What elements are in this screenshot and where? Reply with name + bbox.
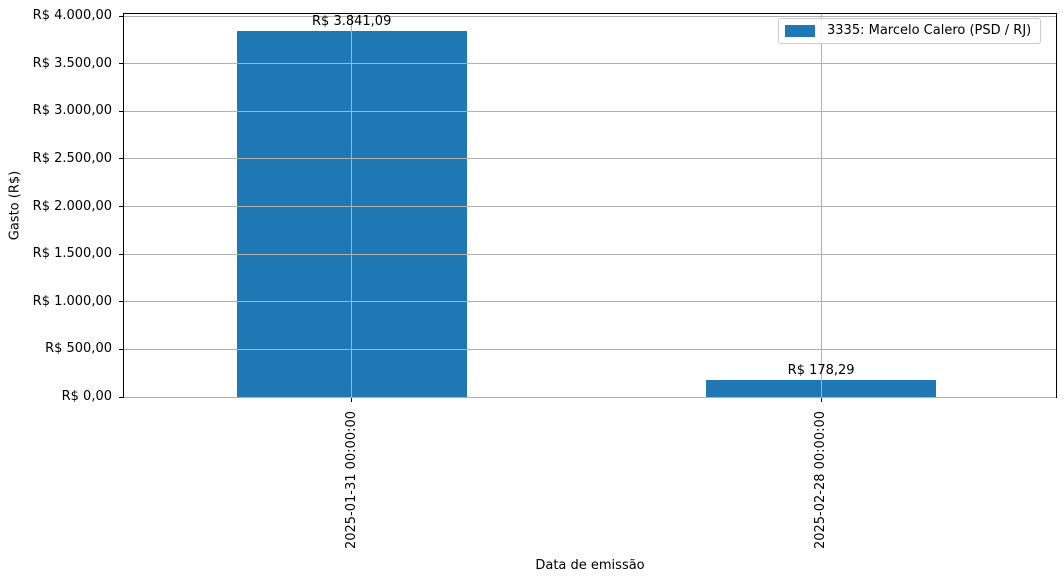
h-gridline bbox=[124, 301, 1056, 303]
x-axis-label: Data de emissão bbox=[535, 558, 645, 573]
h-gridline bbox=[124, 110, 1056, 112]
v-gridline bbox=[820, 14, 822, 397]
bar-value-label: R$ 3.841,09 bbox=[312, 14, 392, 30]
y-tick-mark bbox=[119, 301, 123, 303]
legend: 3335: Marcelo Calero (PSD / RJ) bbox=[778, 18, 1042, 44]
y-tick-label: R$ 500,00 bbox=[45, 341, 112, 357]
y-tick-mark bbox=[119, 253, 123, 255]
legend-series-label: 3335: Marcelo Calero (PSD / RJ) bbox=[827, 23, 1032, 38]
legend-swatch-icon bbox=[785, 25, 815, 37]
h-gridline bbox=[124, 253, 1056, 255]
y-tick-mark bbox=[119, 158, 123, 160]
y-tick-mark bbox=[119, 110, 123, 112]
x-tick-label: 2025-01-31 00:00:00 bbox=[343, 410, 359, 550]
y-tick-label: R$ 2.000,00 bbox=[32, 198, 112, 214]
y-tick-mark bbox=[119, 15, 123, 17]
bar-value-label: R$ 178,29 bbox=[787, 363, 855, 379]
x-tick-label: 2025-02-28 00:00:00 bbox=[813, 410, 829, 550]
x-tick-mark bbox=[351, 398, 353, 402]
y-tick-label: R$ 2.500,00 bbox=[32, 150, 112, 166]
y-tick-mark bbox=[119, 396, 123, 398]
y-tick-mark bbox=[119, 206, 123, 208]
h-gridline bbox=[124, 158, 1056, 160]
v-gridline bbox=[351, 14, 353, 397]
x-tick-mark bbox=[820, 398, 822, 402]
h-gridline bbox=[124, 348, 1056, 350]
h-gridline bbox=[124, 63, 1056, 65]
y-tick-label: R$ 3.000,00 bbox=[32, 103, 112, 119]
y-tick-label: R$ 4.000,00 bbox=[32, 8, 112, 24]
y-tick-label: R$ 3.500,00 bbox=[32, 55, 112, 71]
y-tick-label: R$ 0,00 bbox=[61, 389, 112, 404]
h-gridline bbox=[124, 396, 1056, 398]
y-tick-label: R$ 1.000,00 bbox=[32, 293, 112, 309]
h-gridline bbox=[124, 206, 1056, 208]
y-tick-mark bbox=[119, 63, 123, 65]
y-tick-label: R$ 1.500,00 bbox=[32, 246, 112, 262]
h-gridline bbox=[124, 15, 1056, 17]
y-tick-mark bbox=[119, 348, 123, 350]
plot-area: R$ 3.841,09 R$ 178,29 bbox=[123, 13, 1057, 398]
